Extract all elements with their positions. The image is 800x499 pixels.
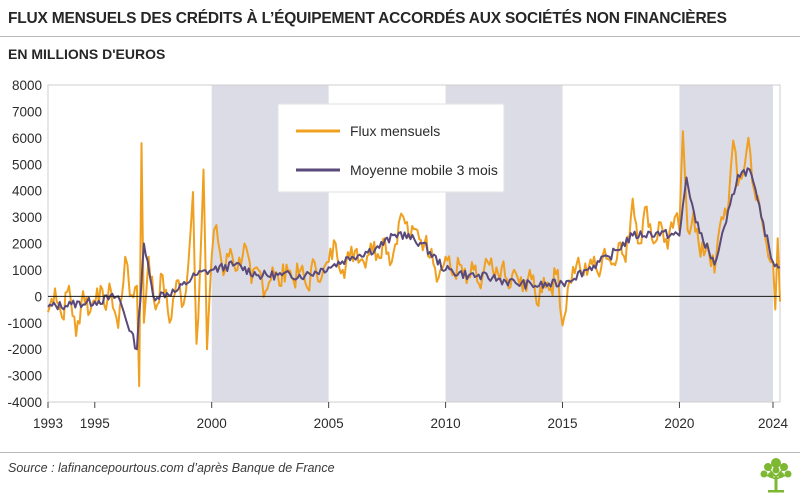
- x-tick-label: 1993: [33, 416, 63, 431]
- x-tick-label: 2020: [664, 416, 694, 431]
- y-tick-label: -4000: [7, 395, 42, 410]
- y-tick-label: 2000: [12, 237, 42, 252]
- x-tick-label: 2000: [197, 416, 227, 431]
- y-tick-label: 8000: [12, 78, 42, 93]
- chart-title: FLUX MENSUELS DES CRÉDITS À L’ÉQUIPEMENT…: [8, 10, 727, 27]
- logo-leaf: [771, 458, 781, 468]
- title-divider: [0, 36, 800, 37]
- plot-area: [47, 84, 781, 403]
- y-tick-label: 1000: [12, 263, 42, 278]
- logo-leaf: [780, 463, 788, 471]
- y-tick-label: 6000: [12, 131, 42, 146]
- chart-subtitle: EN MILLIONS D'EUROS: [8, 46, 166, 62]
- legend-label: Moyenne mobile 3 mois: [350, 162, 498, 178]
- tree-logo-icon: [760, 458, 792, 493]
- logo-leaf: [764, 463, 772, 471]
- logo-trunk: [774, 475, 778, 491]
- x-tick-label: 2005: [314, 416, 344, 431]
- x-tick-label: 1995: [80, 416, 110, 431]
- y-axis-ticks: 8000 7000 6000 5000 4000 3000 2000 1000 0 -1000 -2…: [7, 78, 42, 410]
- legend-box: [277, 103, 505, 193]
- shaded-periods: [211, 85, 773, 402]
- footer-divider: [0, 452, 800, 453]
- legend-label: Flux mensuels: [350, 123, 440, 139]
- x-tick-label: 2015: [547, 416, 577, 431]
- series-moyenne-mobile: [47, 167, 781, 351]
- source-note: Source : lafinancepourtous.com d’après B…: [8, 461, 335, 475]
- x-axis-ticks: 1993 1995 2000 2005 2010 2015 2020 2024: [33, 402, 789, 431]
- x-tick-label: 2010: [431, 416, 461, 431]
- logo-leaf: [772, 466, 780, 474]
- y-tick-label: 4000: [12, 184, 42, 199]
- logo-base: [768, 490, 784, 493]
- series-flux-mensuels: [47, 130, 781, 388]
- y-tick-label: 7000: [12, 104, 42, 119]
- logo-leaf: [760, 470, 768, 478]
- x-tick-label: 2024: [758, 416, 789, 431]
- logo-leaf: [784, 470, 792, 478]
- y-tick-label: 3000: [12, 210, 42, 225]
- logo-branches: [765, 468, 787, 480]
- series-lines: [47, 130, 781, 388]
- y-tick-label: -2000: [7, 342, 42, 357]
- plot-frame: [47, 84, 781, 403]
- y-tick-label: 5000: [12, 157, 42, 172]
- y-tick-label: -3000: [7, 369, 42, 384]
- legend: Flux mensuels Moyenne mobile 3 mois: [277, 103, 505, 193]
- shaded-period: [679, 85, 773, 402]
- y-tick-label: 0: [34, 289, 42, 304]
- y-tick-label: -1000: [7, 316, 42, 331]
